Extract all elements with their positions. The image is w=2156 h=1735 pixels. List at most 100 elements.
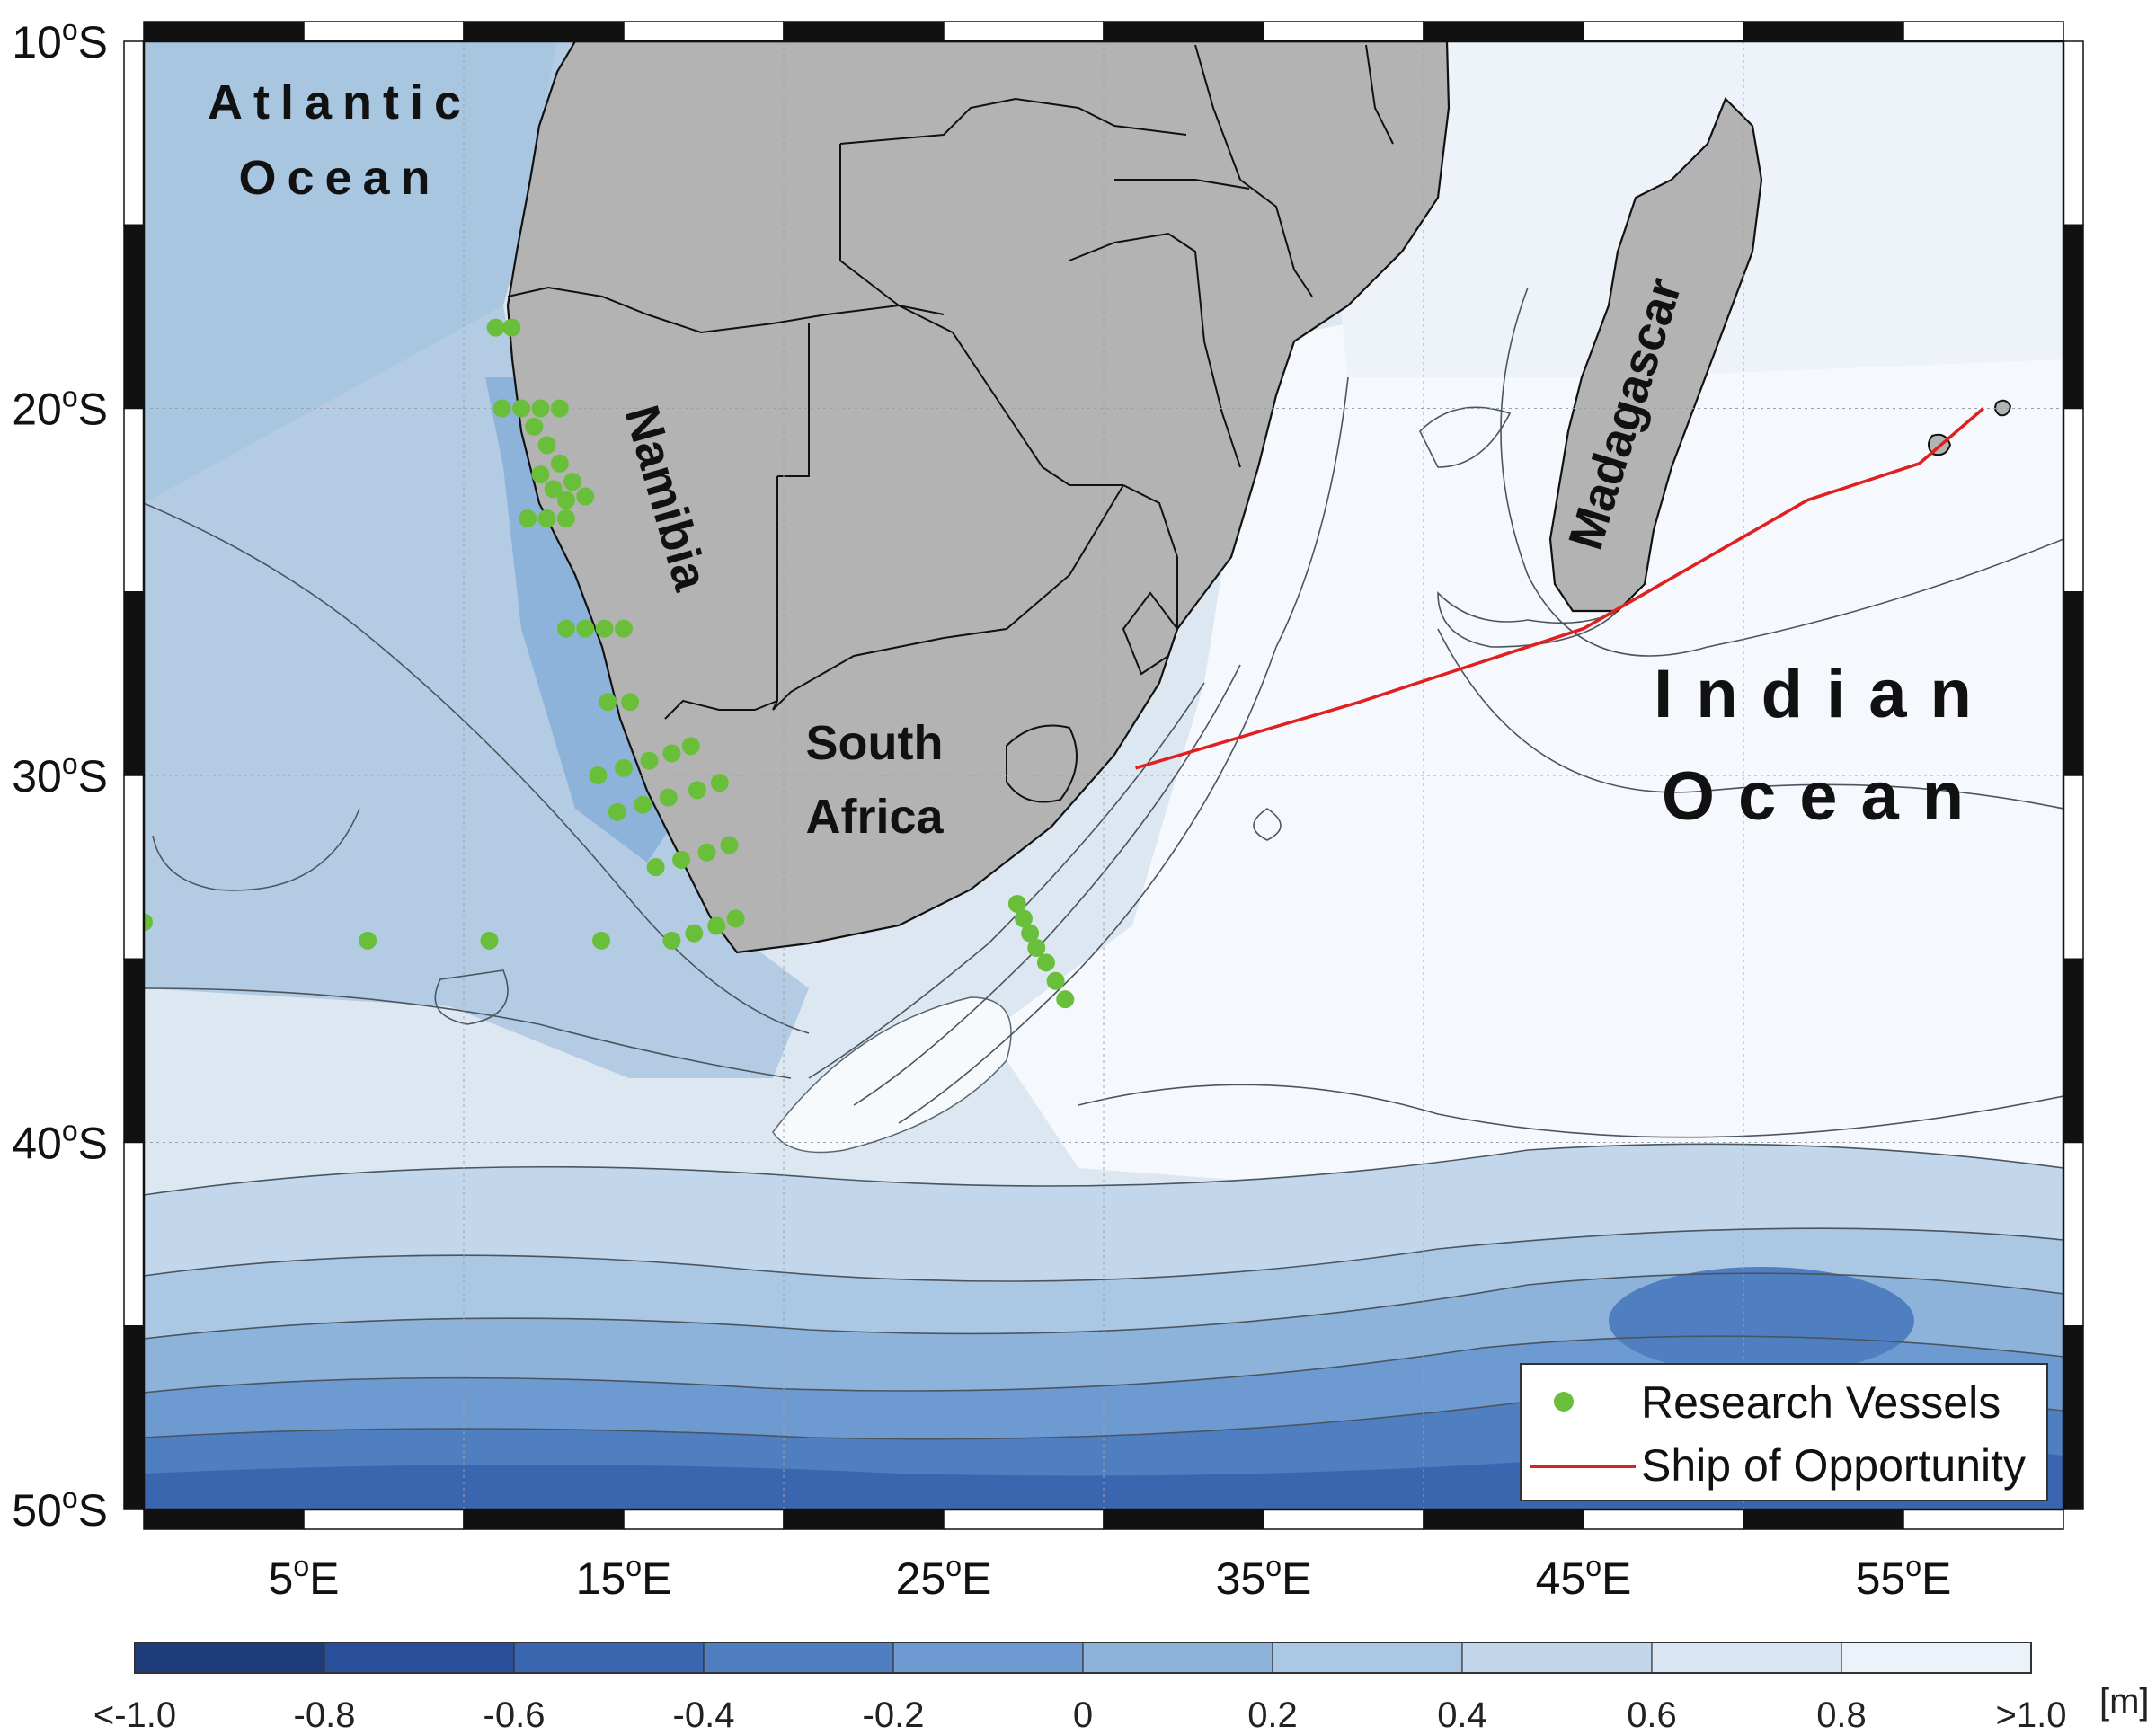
research-vessel-station	[544, 480, 563, 499]
research-vessel-station	[1007, 894, 1026, 913]
indian-ocean-label-line2: Ocean	[1662, 758, 1987, 835]
research-vessel-station	[615, 758, 633, 777]
research-vessel-station	[576, 619, 595, 638]
research-vessel-station	[615, 619, 633, 638]
colorbar-tick-label: -0.8	[294, 1695, 356, 1735]
frame-segment-top	[1263, 21, 1424, 42]
research-vessel-station	[697, 843, 716, 862]
colorbar-segment	[1461, 1642, 1653, 1674]
longitude-tick-label: 35oE	[1216, 1550, 1312, 1604]
atlantic-ocean-label-line2: Ocean	[238, 151, 440, 205]
research-vessel-station	[726, 909, 745, 928]
colorbar: <-1.0 -0.8 -0.6 -0.4 -0.2 0 0.2 0.4 0.6 0.8 >1.0	[93, 1642, 2067, 1735]
longitude-tick-label: 25oE	[896, 1550, 992, 1604]
research-vessel-station	[1056, 990, 1075, 1009]
research-vessel-station	[531, 399, 550, 418]
colorbar-tick-label: 0.4	[1437, 1695, 1487, 1735]
colorbar-segment	[1651, 1642, 1842, 1674]
colorbar-segment	[703, 1642, 894, 1674]
research-vessel-station	[519, 509, 537, 528]
research-vessel-station	[592, 931, 611, 950]
colorbar-unit-label: [m]	[2099, 1682, 2150, 1722]
longitude-tick-label: 55oE	[1856, 1550, 1952, 1604]
research-vessel-station	[525, 417, 544, 436]
ship-of-opportunity-line	[1135, 407, 1985, 770]
research-vessel-station	[662, 744, 681, 763]
research-vessel-station	[1046, 971, 1065, 990]
research-vessel-station	[512, 399, 531, 418]
frame-segment-top	[623, 21, 785, 42]
frame-segment-bottom	[783, 1509, 945, 1530]
region-labels: Atlantic Ocean Indian Ocean Namibia Sout…	[208, 75, 1995, 844]
research-vessel-station	[640, 751, 659, 770]
research-vessel-station	[707, 916, 726, 935]
longitude-tick-label: 15oE	[576, 1550, 672, 1604]
legend-research-vessels-label: Research Vessels	[1641, 1377, 2001, 1428]
research-vessel-station	[531, 465, 550, 484]
colorbar-outline	[134, 1642, 2032, 1674]
frame-segment-right	[2063, 591, 2084, 776]
research-vessel-station	[486, 318, 505, 337]
research-vessel-station	[537, 509, 556, 528]
frame-segment-right	[2063, 40, 2084, 226]
latitude-tick-label: 10oS	[12, 13, 108, 67]
indian-ocean-label-line1: Indian	[1654, 656, 1995, 732]
frame-segment-left	[123, 407, 145, 593]
colorbar-segment	[1272, 1642, 1463, 1674]
colorbar-segment	[134, 1642, 325, 1674]
frame-segment-top	[943, 21, 1105, 42]
map-frame	[123, 21, 2084, 1530]
legend-ship-of-opportunity-label: Ship of Opportunity	[1641, 1440, 2026, 1491]
frame-segment-left	[123, 1141, 145, 1327]
research-vessel-station	[621, 693, 640, 712]
colorbar-segment	[892, 1642, 1084, 1674]
colorbar-tick-label: 0.6	[1627, 1695, 1677, 1735]
south-africa-label-line2: Africa	[805, 790, 944, 844]
colorbar-tick-label: 0	[1073, 1695, 1093, 1735]
research-vessel-station	[1036, 953, 1055, 972]
frame-segment-bottom	[1743, 1509, 1904, 1530]
latitude-tick-label: 30oS	[12, 748, 108, 801]
latitude-tick-label: 50oS	[12, 1482, 108, 1536]
research-vessel-station	[720, 836, 739, 854]
frame-segment-bottom	[303, 1509, 465, 1530]
research-vessel-station	[662, 931, 681, 950]
frame-segment-left	[123, 958, 145, 1144]
latitude-tick-label: 20oS	[12, 381, 108, 435]
research-vessel-station	[710, 774, 729, 792]
research-vessel-station	[608, 802, 626, 821]
longitude-tick-labels: 5oE 15oE 25oE 35oE 45oE 55oE	[269, 1550, 1952, 1604]
research-vessel-station	[480, 931, 499, 950]
frame-segment-bottom	[1583, 1509, 1744, 1530]
frame-segment-bottom	[623, 1509, 785, 1530]
research-vessel-station	[1021, 924, 1040, 943]
research-vessel-station	[595, 619, 614, 638]
research-vessel-station	[492, 399, 511, 418]
colorbar-segment	[1841, 1642, 2032, 1674]
colorbar-segment	[513, 1642, 705, 1674]
colorbar-tick-label: 0.2	[1247, 1695, 1298, 1735]
colorbar-segment	[324, 1642, 515, 1674]
frame-segment-right	[2063, 224, 2084, 410]
frame-segment-top	[783, 21, 945, 42]
research-vessel-station	[1015, 909, 1033, 928]
legend: Research Vessels Ship of Opportunity	[1520, 1363, 2048, 1501]
research-vessel-station	[681, 737, 700, 756]
frame-segment-right	[2063, 1325, 2084, 1510]
frame-segment-top	[1743, 21, 1904, 42]
frame-segment-bottom	[1903, 1509, 2064, 1530]
longitude-tick-label: 45oE	[1536, 1550, 1632, 1604]
colorbar-tick-label: <-1.0	[93, 1695, 176, 1735]
frame-segment-top	[1423, 21, 1584, 42]
longitude-tick-label: 5oE	[269, 1550, 340, 1604]
colorbar-tick-label: >1.0	[1996, 1695, 2067, 1735]
latitude-tick-labels: 10oS 20oS 30oS 40oS 50oS	[12, 13, 108, 1536]
frame-segment-right	[2063, 775, 2084, 960]
frame-segment-top	[143, 21, 305, 42]
colorbar-tick-label: -0.4	[673, 1695, 735, 1735]
frame-segment-left	[123, 591, 145, 776]
research-vessel-station	[537, 436, 556, 455]
south-africa-label-line1: South	[806, 716, 944, 770]
research-vessel-stations	[135, 318, 1075, 1009]
legend-box	[1520, 1363, 2048, 1501]
